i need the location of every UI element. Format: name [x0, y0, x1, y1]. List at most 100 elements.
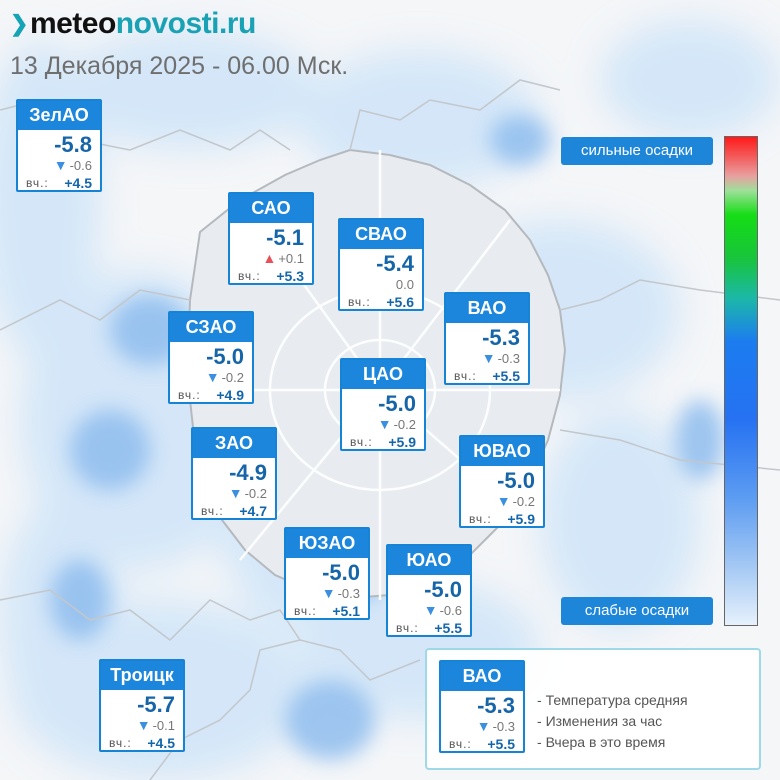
- district-name: САО: [230, 194, 312, 223]
- average-temperature: -5.1: [266, 225, 304, 250]
- district-card-szao[interactable]: СЗАО -5.0 ▼ -0.2 вч.: +4.9: [168, 311, 254, 404]
- yesterday-row: вч.: +5.9: [461, 510, 543, 528]
- district-name: ЗАО: [193, 429, 275, 458]
- hourly-change: ▼ -0.2: [461, 493, 543, 510]
- yesterday-temperature: +5.9: [388, 434, 416, 450]
- forecast-datetime: 13 Декабря 2025 - 06.00 Мск.: [10, 52, 349, 80]
- hourly-change-value: -0.3: [492, 719, 515, 734]
- hourly-change-value: 0.0: [395, 277, 414, 292]
- yesterday-label: вч.:: [469, 512, 492, 526]
- hourly-change-value: -0.3: [337, 586, 360, 601]
- logo-mark-icon: ❯: [10, 11, 28, 36]
- trend-down-icon: ▼: [481, 350, 496, 366]
- yesterday-row: вч.: +5.6: [340, 293, 422, 311]
- yesterday-row: вч.: +5.5: [388, 619, 470, 637]
- district-card-yuvao[interactable]: ЮВАО -5.0 ▼ -0.2 вч.: +5.9: [459, 435, 545, 528]
- district-name: ЮАО: [388, 546, 470, 575]
- legend-lines: Температура средняя Изменения за час Вче…: [537, 690, 688, 753]
- yesterday-temperature: +5.9: [507, 511, 535, 527]
- district-card-vao[interactable]: ВАО -5.3 ▼ -0.3 вч.: +5.5: [444, 292, 530, 385]
- district-card-troitsk[interactable]: Троицк -5.7 ▼ -0.1 вч.: +4.5: [99, 659, 185, 752]
- trend-down-icon: ▼: [228, 485, 243, 501]
- yesterday-temperature: +4.5: [147, 735, 175, 751]
- trend-down-icon: ▼: [377, 416, 392, 432]
- average-temperature: -5.0: [497, 468, 535, 493]
- hourly-change: ▼ -0.2: [342, 416, 424, 433]
- yesterday-temperature: +5.5: [487, 736, 515, 752]
- hourly-change: ▼ -0.3: [286, 585, 368, 602]
- yesterday-temperature: +4.7: [239, 503, 267, 519]
- district-card-cao[interactable]: ЦАО -5.0 ▼ -0.2 вч.: +5.9: [340, 358, 426, 451]
- district-card-zelao[interactable]: ЗелАО -5.8 ▼ -0.6 вч.: +4.5: [16, 99, 102, 192]
- hourly-change-value: -0.2: [393, 417, 416, 432]
- hourly-change: ▼ -0.6: [388, 603, 470, 619]
- hourly-change: ▼ -0.3: [446, 350, 528, 367]
- average-temperature: -4.9: [229, 460, 267, 485]
- trend-down-icon: ▼: [496, 493, 511, 509]
- district-name: ВАО: [441, 662, 523, 691]
- legend-example-card[interactable]: ВАО -5.3 ▼ -0.3 вч.: +5.5: [439, 660, 525, 753]
- yesterday-temperature: +4.5: [64, 175, 92, 191]
- district-card-yuao[interactable]: ЮАО -5.0 ▼ -0.6 вч.: +5.5: [386, 544, 472, 637]
- trend-down-icon: ▼: [476, 718, 491, 734]
- legend-panel: ВАО-5.3▼-0.3 вч.: +5.5 Температура средняя…: [425, 648, 761, 770]
- district-card-sao[interactable]: САО -5.1 ▲ +0.1 вч.: +5.3: [228, 192, 314, 285]
- yesterday-label: вч.:: [178, 388, 201, 402]
- scale-label-heavy: сильные осадки: [561, 137, 713, 165]
- district-name: ЮВАО: [461, 437, 543, 466]
- yesterday-row: вч.: +5.5: [446, 367, 528, 385]
- yesterday-temperature: +5.5: [434, 620, 462, 636]
- average-temperature: -5.0: [378, 391, 416, 416]
- yesterday-label: вч.:: [238, 269, 261, 283]
- legend-line-yesterday: Вчера в это время: [537, 732, 688, 753]
- district-name: ЮЗАО: [286, 529, 368, 558]
- district-name: ЦАО: [342, 360, 424, 389]
- district-name: ВАО: [446, 294, 528, 323]
- hourly-change: ▼ -0.2: [170, 370, 252, 386]
- precipitation-color-scale: [724, 136, 758, 626]
- yesterday-row: вч.: +5.1: [286, 602, 368, 620]
- hourly-change-value: -0.6: [69, 158, 92, 173]
- hourly-change-value: +0.1: [278, 251, 304, 266]
- logo-text-part1: meteo: [29, 7, 116, 40]
- yesterday-label: вч.:: [350, 435, 373, 449]
- yesterday-row: вч.: +5.3: [230, 267, 312, 285]
- district-name: ЗелАО: [18, 101, 100, 130]
- site-logo[interactable]: ❯meteonovosti.ru: [10, 6, 256, 42]
- yesterday-row: вч.: +4.9: [170, 386, 252, 404]
- district-name: СЗАО: [170, 313, 252, 342]
- yesterday-row: вч.: +4.5: [101, 734, 183, 752]
- yesterday-label: вч.:: [294, 604, 317, 618]
- trend-down-icon: ▼: [53, 157, 68, 173]
- trend-down-icon: ▼: [136, 717, 151, 733]
- yesterday-label: вч.:: [348, 295, 371, 309]
- trend-down-icon: ▼: [321, 585, 336, 601]
- legend-line-temperature: Температура средняя: [537, 690, 688, 711]
- average-temperature: -5.0: [322, 560, 360, 585]
- yesterday-temperature: +5.1: [332, 603, 360, 619]
- yesterday-label: вч.:: [201, 504, 224, 518]
- district-card-svao[interactable]: СВАО -5.4 0.0 вч.: +5.6: [338, 218, 424, 311]
- average-temperature: -5.8: [54, 132, 92, 157]
- hourly-change: ▼ -0.2: [193, 485, 275, 502]
- yesterday-temperature: +5.3: [276, 268, 304, 284]
- yesterday-row: вч.: +5.9: [342, 433, 424, 451]
- trend-up-icon: ▲: [262, 250, 277, 266]
- yesterday-label: вч.:: [454, 369, 477, 383]
- district-card-yuzao[interactable]: ЮЗАО -5.0 ▼ -0.3 вч.: +5.1: [284, 527, 370, 620]
- hourly-change: ▼ -0.3: [441, 718, 523, 735]
- hourly-change-value: -0.1: [152, 718, 175, 733]
- district-name: Троицк: [101, 661, 183, 690]
- yesterday-label: вч.:: [396, 621, 419, 635]
- yesterday-temperature: +4.9: [216, 387, 244, 403]
- hourly-change: ▼ -0.1: [101, 717, 183, 734]
- average-temperature: -5.4: [376, 251, 414, 276]
- yesterday-label: вч.:: [449, 737, 472, 751]
- district-card-zao[interactable]: ЗАО -4.9 ▼ -0.2 вч.: +4.7: [191, 427, 277, 520]
- yesterday-row: вч.: +4.5: [18, 174, 100, 192]
- hourly-change: ▼ -0.6: [18, 157, 100, 174]
- scale-label-light: слабые осадки: [561, 597, 713, 625]
- average-temperature: -5.3: [477, 693, 515, 718]
- yesterday-label: вч.:: [26, 176, 49, 190]
- hourly-change-value: -0.2: [244, 486, 267, 501]
